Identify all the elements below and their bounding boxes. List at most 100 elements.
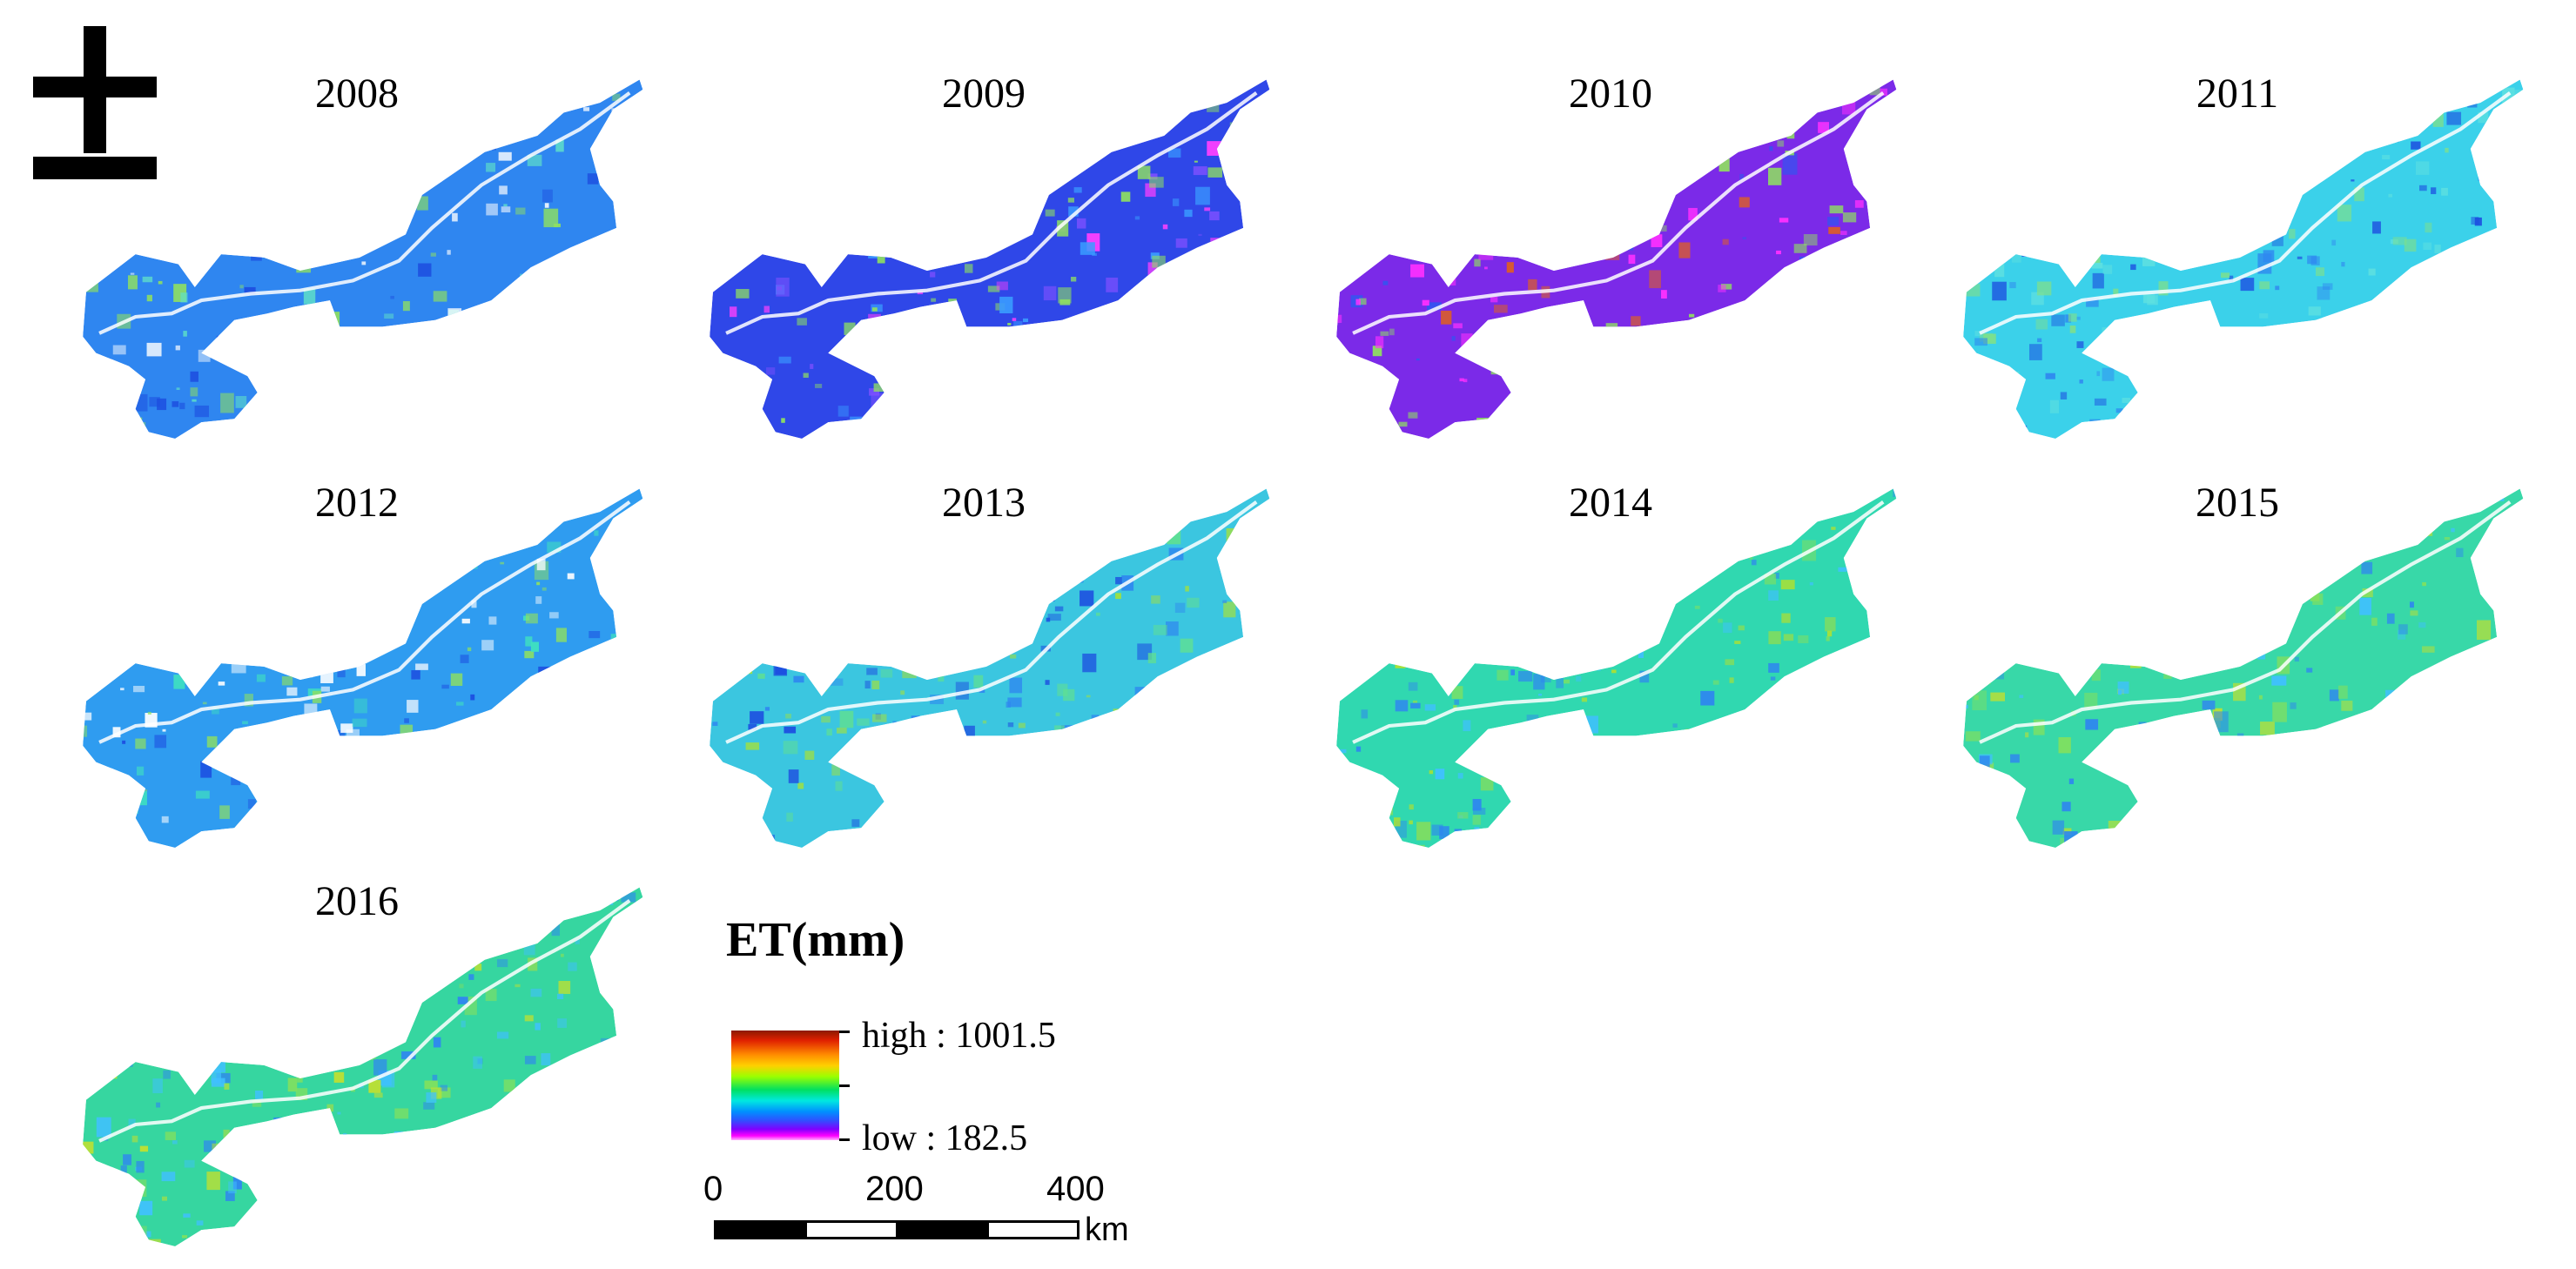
et-speckle xyxy=(1576,675,1582,682)
et-speckle xyxy=(304,703,318,722)
et-speckle xyxy=(1742,237,1747,240)
et-speckle xyxy=(1476,201,1485,208)
et-speckle xyxy=(1202,397,1215,409)
et-speckle xyxy=(195,1039,209,1054)
et-speckle xyxy=(282,734,293,748)
et-speckle xyxy=(813,617,820,627)
et-speckle xyxy=(1409,820,1413,825)
et-speckle xyxy=(1510,669,1516,675)
et-speckle xyxy=(1738,386,1744,394)
et-speckle xyxy=(2512,838,2524,848)
et-speckle xyxy=(2232,536,2247,553)
et-speckle xyxy=(1718,285,1726,292)
et-speckle xyxy=(467,647,472,652)
et-speckle xyxy=(494,1211,501,1219)
et-speckle xyxy=(2169,324,2181,334)
et-speckle xyxy=(341,133,346,139)
et-speckle xyxy=(1086,816,1101,832)
et-speckle xyxy=(1768,751,1780,759)
et-speckle xyxy=(337,1111,341,1115)
et-speckle xyxy=(1524,182,1539,191)
et-speckle xyxy=(2283,151,2288,155)
et-speckle xyxy=(2215,787,2224,800)
et-speckle xyxy=(1678,242,1691,258)
et-speckle xyxy=(806,146,817,159)
et-speckle xyxy=(83,379,86,392)
et-speckle xyxy=(353,698,367,714)
et-speckle xyxy=(595,375,600,382)
scale-bar-segment xyxy=(807,1223,898,1237)
et-speckle xyxy=(2019,695,2024,699)
et-speckle xyxy=(821,715,831,723)
et-speckle xyxy=(991,430,996,434)
et-speckle xyxy=(2404,840,2411,846)
et-speckle xyxy=(1732,830,1746,842)
et-speckle xyxy=(2091,669,2101,682)
et-speckle xyxy=(2220,548,2228,556)
scale-unit-label: km xyxy=(1085,1212,1129,1248)
et-speckle xyxy=(2085,207,2090,214)
et-speckle xyxy=(2517,682,2521,685)
et-speckle xyxy=(1826,636,1830,641)
et-speckle xyxy=(564,330,570,333)
et-speckle xyxy=(890,546,900,555)
et-speckle xyxy=(272,240,279,251)
et-speckle xyxy=(1681,346,1696,356)
et-speckle xyxy=(630,640,643,653)
et-speckle xyxy=(463,963,470,970)
et-speckle xyxy=(109,151,124,167)
et-speckle xyxy=(1556,135,1568,148)
et-speckle xyxy=(1830,425,1844,435)
et-speckle xyxy=(627,534,641,550)
et-speckle xyxy=(925,131,940,150)
et-speckle xyxy=(395,754,400,757)
et-speckle xyxy=(1891,634,1897,643)
legend-low-label: low : 182.5 xyxy=(862,1118,1028,1158)
et-speckle xyxy=(84,377,90,380)
et-speckle xyxy=(1713,145,1728,157)
et-speckle xyxy=(1026,368,1039,381)
et-speckle xyxy=(83,1101,85,1113)
et-speckle xyxy=(2275,285,2280,291)
et-speckle xyxy=(125,173,130,177)
et-speckle xyxy=(1746,839,1756,845)
et-speckle xyxy=(1210,271,1216,277)
et-speckle xyxy=(1210,238,1221,244)
basin-map xyxy=(83,887,643,1246)
et-speckle xyxy=(137,120,146,128)
et-speckle xyxy=(293,758,299,763)
et-speckle xyxy=(1972,545,1985,554)
et-speckle xyxy=(295,117,305,127)
et-speckle xyxy=(231,776,241,786)
et-speckle xyxy=(2404,238,2417,252)
et-speckle xyxy=(253,974,266,986)
et-speckle xyxy=(1216,421,1225,426)
et-speckle xyxy=(1489,532,1493,536)
et-speckle xyxy=(1802,296,1817,310)
et-speckle xyxy=(1881,571,1893,580)
et-speckle xyxy=(2472,310,2483,325)
et-speckle xyxy=(424,422,433,430)
et-speckle xyxy=(244,694,253,707)
et-speckle xyxy=(2342,312,2349,320)
et-speckle xyxy=(473,564,478,569)
et-speckle xyxy=(362,1042,376,1061)
et-speckle xyxy=(71,182,77,191)
et-speckle xyxy=(938,771,946,779)
et-speckle xyxy=(114,529,121,538)
et-speckle xyxy=(1465,758,1470,762)
et-speckle xyxy=(282,134,295,148)
et-speckle xyxy=(309,741,323,755)
et-speckle xyxy=(1559,621,1565,626)
et-speckle xyxy=(1019,158,1033,178)
et-speckle xyxy=(1029,213,1038,220)
et-speckle xyxy=(362,352,373,360)
et-speckle xyxy=(1885,326,1897,337)
et-speckle xyxy=(280,529,294,536)
et-speckle xyxy=(2417,819,2426,827)
et-speckle xyxy=(393,1236,403,1245)
et-speckle xyxy=(945,219,955,232)
et-speckle xyxy=(1484,212,1495,225)
et-speckle xyxy=(1194,160,1198,163)
et-speckle xyxy=(452,212,458,222)
